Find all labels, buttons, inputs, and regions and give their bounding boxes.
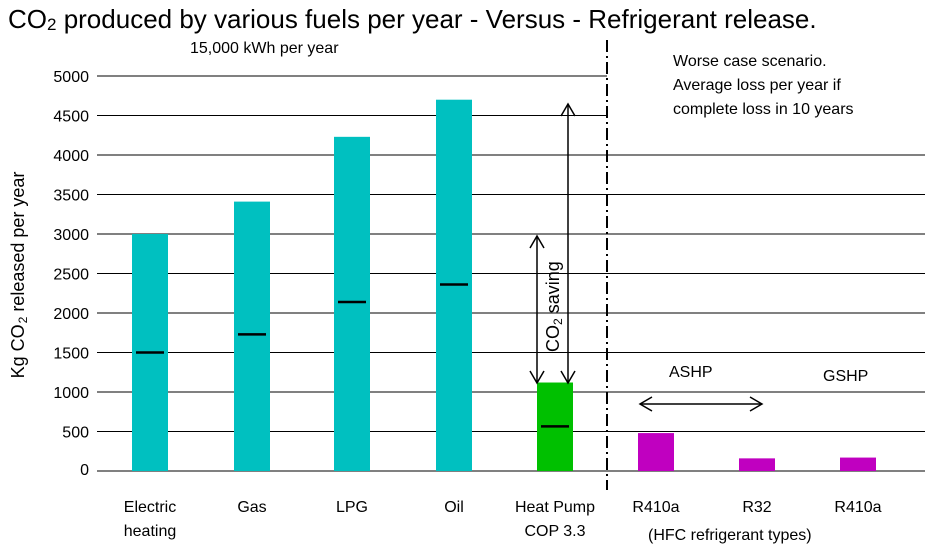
ashp-label: ASHP	[669, 364, 713, 381]
category-label: heating	[124, 523, 177, 540]
y-tick-label: 1000	[53, 385, 89, 402]
bar	[739, 458, 775, 471]
worst-case-line-1: Worse case scenario.	[673, 53, 827, 70]
y-tick-label: 5000	[53, 69, 89, 86]
ashp-range-arrow	[638, 396, 764, 412]
bars	[132, 99, 876, 472]
category-label: Electric	[124, 499, 176, 516]
worst-case-line-3: complete loss in 10 years	[673, 101, 854, 118]
co2-saving-label: CO2 saving	[543, 261, 565, 352]
y-tick-label: 3500	[53, 188, 89, 205]
y-tick-label: 4000	[53, 148, 89, 165]
category-label: Heat Pump	[515, 499, 595, 516]
y-tick-label: 1500	[53, 346, 89, 363]
category-label: COP 3.3	[524, 523, 585, 540]
category-label: R32	[742, 499, 771, 516]
y-tick-labels: 0 500 1000 1500 2000 2500 3000 3500 4000 4500 5000	[53, 69, 89, 479]
category-label: Oil	[444, 499, 464, 516]
category-label: R410a	[834, 499, 881, 516]
y-tick-label: 4500	[53, 109, 89, 126]
bar	[840, 457, 876, 471]
category-label: R410a	[632, 499, 679, 516]
saving-arrow-long-head-down	[560, 370, 576, 385]
bar	[334, 136, 370, 471]
category-label: Gas	[237, 499, 266, 516]
gshp-label: GSHP	[823, 368, 868, 385]
y-tick-label: 3000	[53, 227, 89, 244]
saving-arrow-short-head-up	[529, 234, 545, 249]
chart-title: CO2 produced by various fuels per year -…	[8, 4, 817, 34]
worst-case-note: Worse case scenario. Average loss per ye…	[673, 53, 854, 118]
category-labels: Electric heating Gas LPG Oil Heat Pump COP 3.3…	[124, 499, 882, 540]
y-tick-label: 2000	[53, 306, 89, 323]
saving-arrow-long-head-up	[560, 102, 576, 117]
hfc-group-label: (HFC refrigerant types)	[648, 527, 812, 544]
chart-subtitle: 15,000 kWh per year	[190, 40, 339, 57]
y-tick-label: 2500	[53, 267, 89, 284]
bar	[234, 201, 270, 472]
y-axis-label: Kg CO2 released per year	[8, 172, 30, 379]
y-tick-label: 500	[62, 425, 89, 442]
grid-lines	[97, 75, 925, 472]
category-label: LPG	[336, 499, 368, 516]
bar	[638, 433, 674, 471]
y-tick-label: 0	[80, 462, 89, 479]
co2-saving-arrows	[529, 102, 576, 385]
saving-arrow-short-head-down	[529, 370, 545, 385]
worst-case-line-2: Average loss per year if	[673, 77, 841, 94]
